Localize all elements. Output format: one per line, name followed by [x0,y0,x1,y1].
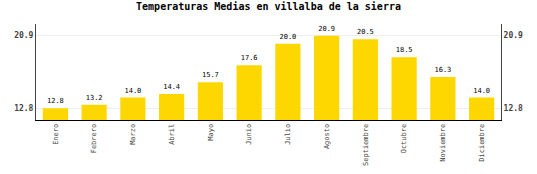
svg-text:Temperaturas Medias en villalb: Temperaturas Medias en villalba de la si… [136,1,401,12]
svg-text:12.8: 12.8 [47,97,64,105]
svg-text:20.9: 20.9 [504,31,523,40]
svg-text:14.0: 14.0 [473,87,490,95]
svg-text:12.8: 12.8 [504,104,523,113]
svg-text:14.0: 14.0 [124,87,141,95]
svg-text:15.7: 15.7 [202,71,219,79]
svg-text:Octubre: Octubre [400,124,408,154]
svg-text:Julio: Julio [284,124,292,145]
svg-text:13.2: 13.2 [86,94,103,102]
svg-text:18.5: 18.5 [396,46,413,54]
svg-text:20.9: 20.9 [318,25,335,33]
svg-text:17.6: 17.6 [241,54,258,62]
svg-text:Agosto: Agosto [323,124,331,149]
svg-text:20.0: 20.0 [279,33,296,41]
svg-text:Mayo: Mayo [207,124,215,141]
svg-text:Diciembre: Diciembre [478,124,486,162]
svg-text:16.3: 16.3 [434,66,451,74]
svg-text:Marzo: Marzo [129,124,137,145]
svg-text:Abril: Abril [168,124,176,145]
svg-text:20.5: 20.5 [357,28,374,36]
svg-text:Septiembre: Septiembre [362,124,370,166]
svg-text:Enero: Enero [52,124,60,145]
svg-text:Noviembre: Noviembre [439,124,447,162]
svg-text:Junio: Junio [245,124,253,145]
svg-text:20.9: 20.9 [14,31,33,40]
svg-text:12.8: 12.8 [14,104,33,113]
svg-text:Febrero: Febrero [90,124,98,154]
svg-text:14.4: 14.4 [163,83,180,91]
